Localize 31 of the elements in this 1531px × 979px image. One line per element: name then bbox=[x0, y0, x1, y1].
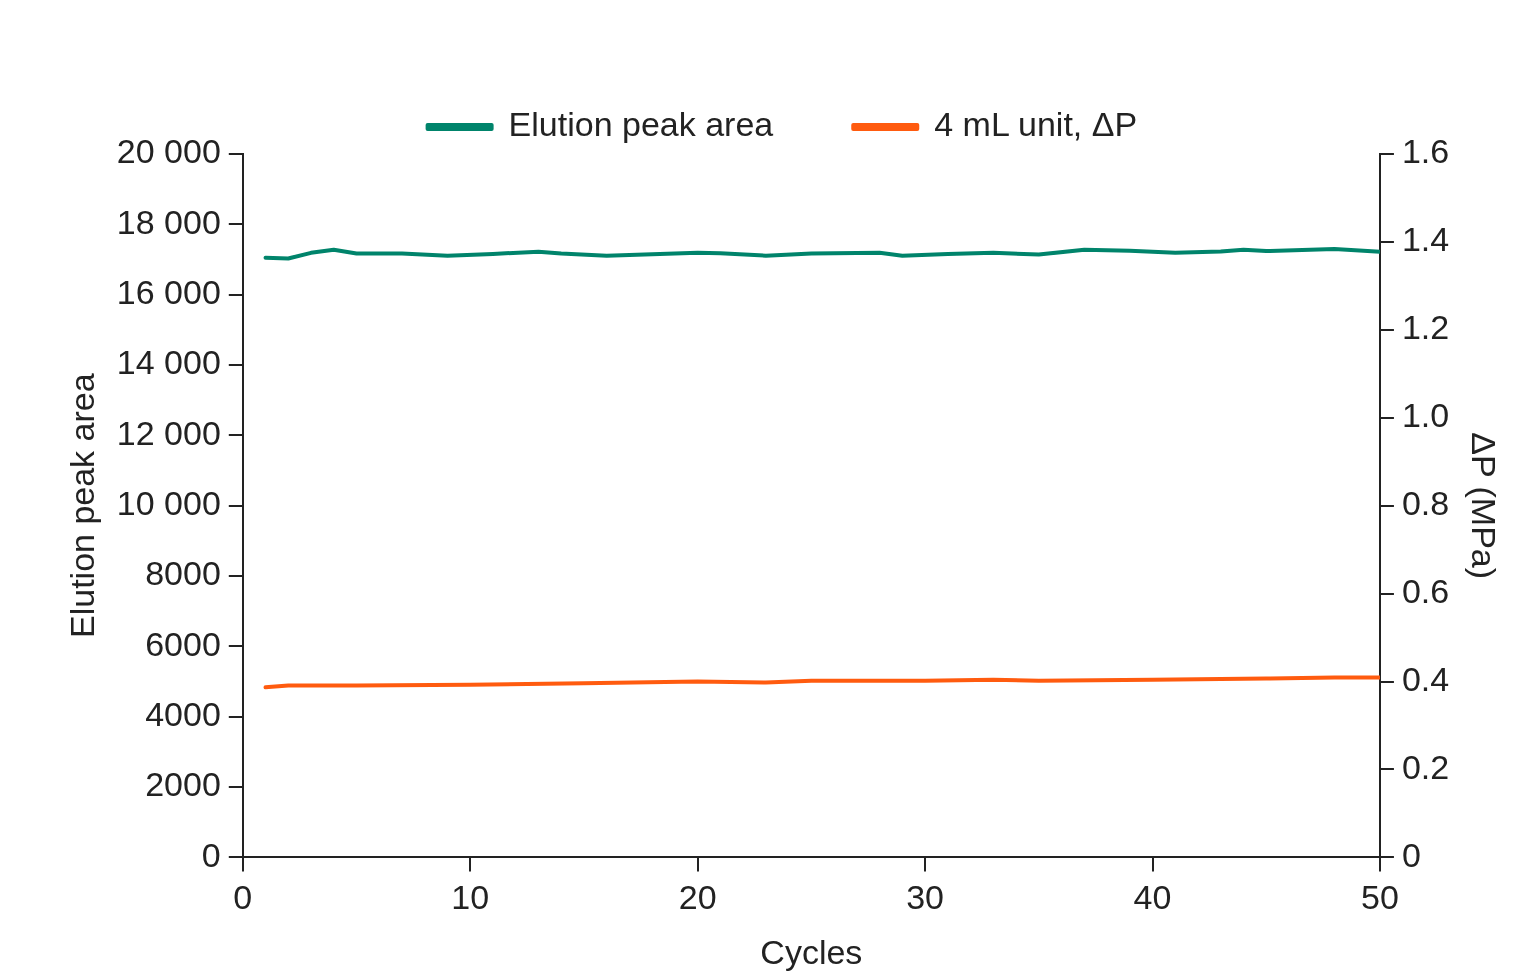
y-axis-title: Elution peak area bbox=[62, 373, 101, 639]
y2-tick-label: 0.6 bbox=[1401, 572, 1450, 610]
y-tick-label: 0 bbox=[201, 835, 221, 874]
y-tick-label: 4000 bbox=[145, 695, 221, 734]
x-tick-label: 30 bbox=[906, 878, 944, 917]
y2-tick-label: 0 bbox=[1401, 835, 1421, 874]
x-tick-label: 20 bbox=[678, 878, 717, 917]
y2-tick-label: 1.4 bbox=[1401, 220, 1450, 259]
x-tick-label: 0 bbox=[233, 878, 253, 917]
y2-tick-label: 1.6 bbox=[1401, 132, 1450, 171]
y-tick-label: 2000 bbox=[145, 765, 221, 804]
y2-tick-label: 1.2 bbox=[1401, 308, 1450, 347]
x-axis-title: Cycles bbox=[760, 932, 863, 971]
x-tick-label: 10 bbox=[451, 878, 490, 917]
y2-axis-title: ΔP (MPa) bbox=[1465, 432, 1504, 580]
y-tick-label: 20 000 bbox=[116, 132, 221, 171]
y2-tick-label: 0.8 bbox=[1401, 484, 1450, 523]
x-tick-label: 40 bbox=[1133, 878, 1172, 917]
legend-label: Elution peak area bbox=[508, 105, 774, 144]
y-tick-label: 10 000 bbox=[116, 484, 221, 523]
y-tick-label: 12 000 bbox=[116, 413, 221, 452]
y2-tick-label: 0.4 bbox=[1401, 659, 1450, 698]
y2-tick-label: 1.0 bbox=[1401, 396, 1450, 435]
y-tick-label: 14 000 bbox=[116, 343, 221, 382]
y-tick-label: 6000 bbox=[145, 624, 221, 663]
y-tick-label: 18 000 bbox=[116, 202, 221, 241]
y2-tick-label: 0.2 bbox=[1401, 747, 1450, 786]
y-tick-label: 16 000 bbox=[116, 273, 221, 312]
y-tick-label: 8000 bbox=[145, 554, 221, 593]
legend-label: 4 mL unit, ΔP bbox=[934, 105, 1138, 144]
x-tick-label: 50 bbox=[1361, 878, 1399, 917]
